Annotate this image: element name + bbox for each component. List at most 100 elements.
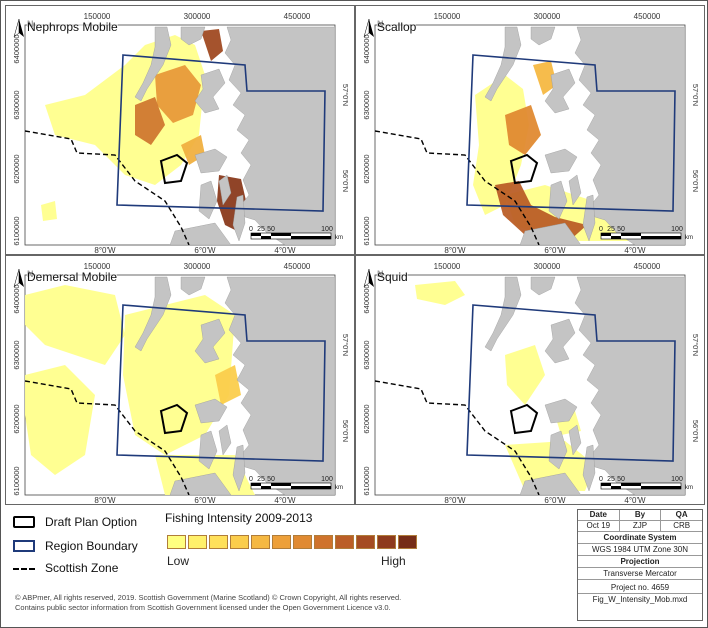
draft-plan-label: Draft Plan Option [45,515,138,529]
northing-label: 6300000 [362,340,371,369]
longitude-label: 8°0'W [444,496,466,505]
map-panel-nephrops: 02550100kmN1500003000004500008°0'W6°0'W4… [5,5,355,255]
projection-value: Transverse Mercator [578,568,702,580]
coordinate-system-header: Coordinate System [578,532,702,544]
easting-label: 150000 [84,12,111,21]
file-name: Fig_W_Intensity_Mob.mxd [592,595,688,604]
latitude-label: 57°0'N [341,334,350,356]
scale-label: 50 [617,226,625,233]
northing-label: 6200000 [12,154,21,183]
date-header: Date [578,510,620,520]
scale-label: 100 [671,226,683,233]
latitude-label: 57°0'N [341,84,350,106]
copyright-line-2: Contains public sector information from … [15,603,391,612]
northing-label: 6100000 [362,466,371,495]
scale-unit: km [685,485,693,491]
ramp-swatch [230,535,249,549]
legend-draft-plan: Draft Plan Option [13,513,137,531]
latitude-label: 56°0'N [341,170,350,192]
map-canvas: 02550100kmN1500003000004500008°0'W6°0'W4… [5,255,355,505]
ramp-swatch [335,535,354,549]
northing-label: 6200000 [362,154,371,183]
scale-label: 0 [249,226,253,233]
latitude-label: 57°0'N [691,334,700,356]
copyright-line-1: © ABPmer, All rights reserved, 2019. Sco… [15,593,402,602]
longitude-label: 6°0'W [544,496,566,505]
longitude-label: 4°0'W [274,246,296,255]
latitude-label: 56°0'N [691,170,700,192]
map-legend: Draft Plan Option Region Boundary Scotti… [9,511,574,581]
scale-label: 50 [617,476,625,483]
ramp-swatch [377,535,396,549]
northing-label: 6100000 [362,216,371,245]
longitude-label: 4°0'W [274,496,296,505]
latitude-label: 56°0'N [691,420,700,442]
region-boundary-label: Region Boundary [45,539,138,553]
northing-label: 6300000 [12,90,21,119]
easting-label: 150000 [84,262,111,271]
easting-label: 450000 [634,262,661,271]
scale-label: 100 [321,226,333,233]
northing-label: 6300000 [362,90,371,119]
map-canvas: 02550100kmN1500003000004500008°0'W6°0'W4… [5,5,355,255]
ramp-swatch [293,535,312,549]
intensity-high-label: High [381,554,406,568]
ramp-swatch [356,535,375,549]
scale-label: 25 [607,226,615,233]
longitude-label: 8°0'W [94,496,116,505]
date-value: Oct 19 [578,521,620,531]
panel-title: Squid [377,270,408,284]
easting-label: 150000 [434,12,461,21]
northing-label: 6400000 [12,284,21,313]
by-header: By [620,510,662,520]
ramp-swatch [314,535,333,549]
easting-label: 300000 [184,262,211,271]
latitude-label: 57°0'N [691,84,700,106]
easting-label: 300000 [184,12,211,21]
ramp-swatch [272,535,291,549]
draft-plan-symbol [13,516,35,528]
easting-label: 450000 [634,12,661,21]
northing-label: 6400000 [362,284,371,313]
scale-label: 100 [321,476,333,483]
scale-label: 0 [249,476,253,483]
scale-label: 50 [267,226,275,233]
northing-label: 6400000 [362,34,371,63]
scottish-zone-symbol [13,568,35,570]
map-panel-demersal: 02550100kmN1500003000004500008°0'W6°0'W4… [5,255,355,505]
northing-label: 6200000 [362,404,371,433]
latitude-label: 56°0'N [341,420,350,442]
easting-label: 150000 [434,262,461,271]
scale-label: 25 [257,476,265,483]
ramp-swatch [209,535,228,549]
meta-header-row: Date By QA [578,510,702,521]
longitude-label: 4°0'W [624,496,646,505]
scale-unit: km [335,235,343,241]
scale-label: 100 [671,476,683,483]
legend-region: Region Boundary [13,537,138,555]
northing-label: 6100000 [12,466,21,495]
map-canvas: 02550100kmN1500003000004500008°0'W6°0'W4… [355,255,705,505]
scale-label: 0 [599,476,603,483]
longitude-label: 8°0'W [94,246,116,255]
copyright-notice: © ABPmer, All rights reserved, 2019. Sco… [15,593,401,613]
northing-label: 6400000 [12,34,21,63]
ramp-swatch [188,535,207,549]
region-boundary-symbol [13,540,35,552]
easting-label: 450000 [284,262,311,271]
by-value: ZJP [620,521,662,531]
qa-value: CRB [673,521,691,530]
ramp-swatch [167,535,186,549]
easting-label: 300000 [534,262,561,271]
coordinate-system-value: WGS 1984 UTM Zone 30N [578,544,702,556]
northing-label: 6300000 [12,340,21,369]
intensity-low-label: Low [167,554,190,568]
panel-title: Scallop [377,20,417,34]
ramp-swatch [251,535,270,549]
ramp-swatch [398,535,417,549]
scale-unit: km [685,235,693,241]
scale-label: 50 [267,476,275,483]
longitude-label: 8°0'W [444,246,466,255]
map-panel-scallop: 02550100kmN1500003000004500008°0'W6°0'W4… [355,5,705,255]
